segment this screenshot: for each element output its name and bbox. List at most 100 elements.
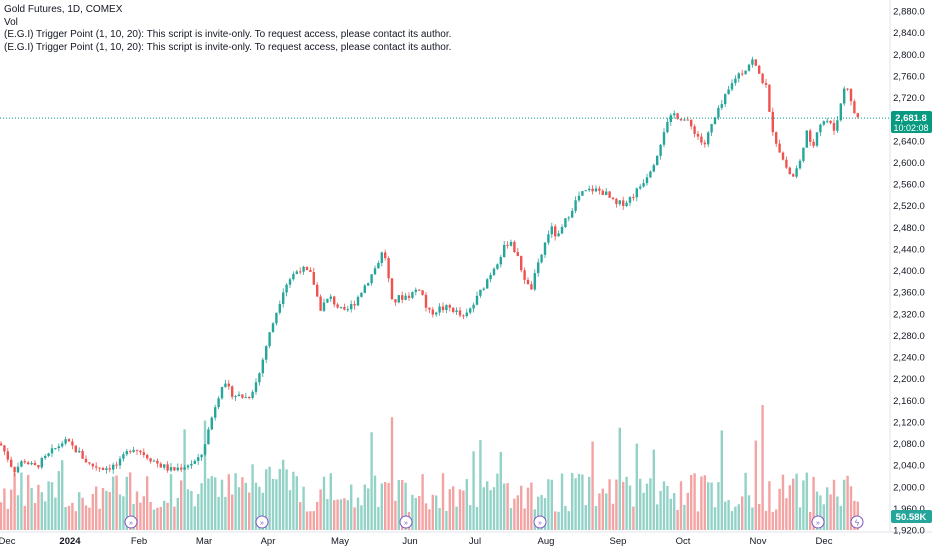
- candle-body: [380, 252, 383, 263]
- candle-body: [832, 123, 836, 131]
- candle-body: [469, 308, 472, 313]
- legend-title[interactable]: Gold Futures, 1D, COMEX: [4, 4, 123, 15]
- volume-bar: [849, 486, 853, 530]
- chart-legend: Gold Futures, 1D, COMEX Vol (E.G.I) Trig…: [4, 4, 451, 54]
- volume-bar: [261, 492, 264, 530]
- event-marker-icon[interactable]: [255, 515, 269, 529]
- volume-bar: [142, 496, 145, 530]
- candle-body: [615, 198, 618, 205]
- volume-bar: [404, 482, 407, 530]
- volume-bar: [707, 482, 710, 530]
- candle-body: [686, 119, 689, 121]
- legend-script-note-2[interactable]: (E.G.I) Trigger Point (1, 10, 20): This …: [4, 41, 452, 53]
- event-marker-icon[interactable]: [811, 515, 825, 529]
- candle-body: [533, 273, 536, 290]
- volume-bar: [557, 511, 560, 530]
- countdown-label[interactable]: 10:02:08: [893, 123, 928, 133]
- candle-body: [666, 121, 669, 133]
- volume-bar: [387, 482, 390, 530]
- candle-body: [74, 445, 77, 453]
- volume-bar: [44, 501, 47, 530]
- event-marker-icon[interactable]: [124, 515, 138, 529]
- candle-body: [197, 457, 200, 461]
- volume-bar: [74, 511, 77, 530]
- volume-bar: [730, 511, 734, 530]
- time-axis[interactable]: Dec 2024 Feb Mar Apr May Jun Jul Aug Sep Oct Nov Dec: [0, 536, 833, 547]
- y-tick-label: 2,520.0: [893, 201, 925, 212]
- legend-script-note-1[interactable]: (E.G.I) Trigger Point (1, 10, 20): This …: [4, 29, 452, 40]
- candle-body: [475, 295, 479, 305]
- candle-body: [448, 305, 451, 308]
- candle-body: [30, 462, 33, 465]
- volume-bar: [836, 496, 839, 530]
- volume-label[interactable]: 50.58K: [896, 512, 927, 523]
- volume-bar: [645, 483, 649, 530]
- last-price-tag: 2,681.8 10:02:08: [891, 111, 932, 133]
- candle-body: [183, 467, 186, 470]
- volume-bar: [71, 502, 74, 530]
- y-tick-label: 2,640.0: [893, 136, 925, 147]
- candle-body: [584, 190, 587, 192]
- event-marker-icon[interactable]: [399, 515, 413, 529]
- candle-body: [98, 467, 101, 469]
- volume-bar: [737, 504, 740, 530]
- candle-body: [258, 373, 261, 383]
- volume-bar: [125, 476, 128, 530]
- volume-bar: [642, 492, 645, 530]
- candle-body: [394, 299, 397, 303]
- volume-bar: [594, 506, 598, 530]
- volume-bar: [339, 499, 343, 530]
- x-tick-label: Feb: [131, 536, 147, 547]
- candle-body: [458, 310, 462, 316]
- candle-body: [520, 256, 523, 271]
- lightning-icon[interactable]: [850, 515, 864, 529]
- volume-bar: [91, 493, 94, 530]
- candle-body: [214, 407, 217, 418]
- volume-bar: [316, 501, 319, 530]
- volume-bar: [635, 443, 638, 530]
- volume-bar: [244, 482, 247, 530]
- volume-bar: [445, 511, 448, 530]
- y-tick-label: 2,320.0: [893, 309, 925, 320]
- candle-body: [227, 383, 230, 387]
- candle-body: [642, 183, 645, 187]
- candle-body: [574, 200, 577, 211]
- candle-body: [265, 346, 268, 360]
- volume-bar: [20, 472, 23, 530]
- y-tick-label: 2,360.0: [893, 288, 925, 299]
- candle-body: [482, 288, 485, 290]
- candle-body: [856, 113, 859, 118]
- candle-body: [3, 445, 6, 452]
- volume-bar: [486, 481, 489, 530]
- candle-body: [220, 387, 224, 399]
- volume-bar: [268, 466, 271, 530]
- candle-body: [462, 315, 465, 317]
- legend-vol-label[interactable]: Vol: [4, 16, 18, 28]
- volume-bar: [438, 508, 441, 530]
- candle-body: [428, 307, 431, 310]
- volume-bar: [489, 490, 492, 530]
- candle-body: [271, 323, 275, 333]
- volume-bar: [101, 487, 105, 530]
- event-marker-icon[interactable]: [533, 515, 547, 529]
- candle-body: [628, 197, 632, 203]
- candle-body: [809, 130, 812, 142]
- candle-body: [54, 448, 57, 450]
- volume-bar: [703, 475, 706, 530]
- volume-bar: [656, 504, 659, 530]
- candle-body: [326, 298, 329, 303]
- candle-body: [581, 191, 584, 196]
- last-price-label[interactable]: 2,681.8: [895, 113, 927, 124]
- candle-body: [169, 467, 173, 471]
- volume-bar: [713, 507, 717, 530]
- volume-bar: [241, 477, 244, 530]
- volume-bar: [373, 475, 377, 530]
- volume-bar: [278, 468, 281, 530]
- price-axis[interactable]: 2,880.02,840.02,800.02,760.02,720.02,680…: [893, 7, 925, 537]
- candle-body: [567, 217, 570, 219]
- candle-body: [693, 126, 696, 134]
- volume-bar: [78, 492, 81, 530]
- volume-bar: [292, 471, 295, 530]
